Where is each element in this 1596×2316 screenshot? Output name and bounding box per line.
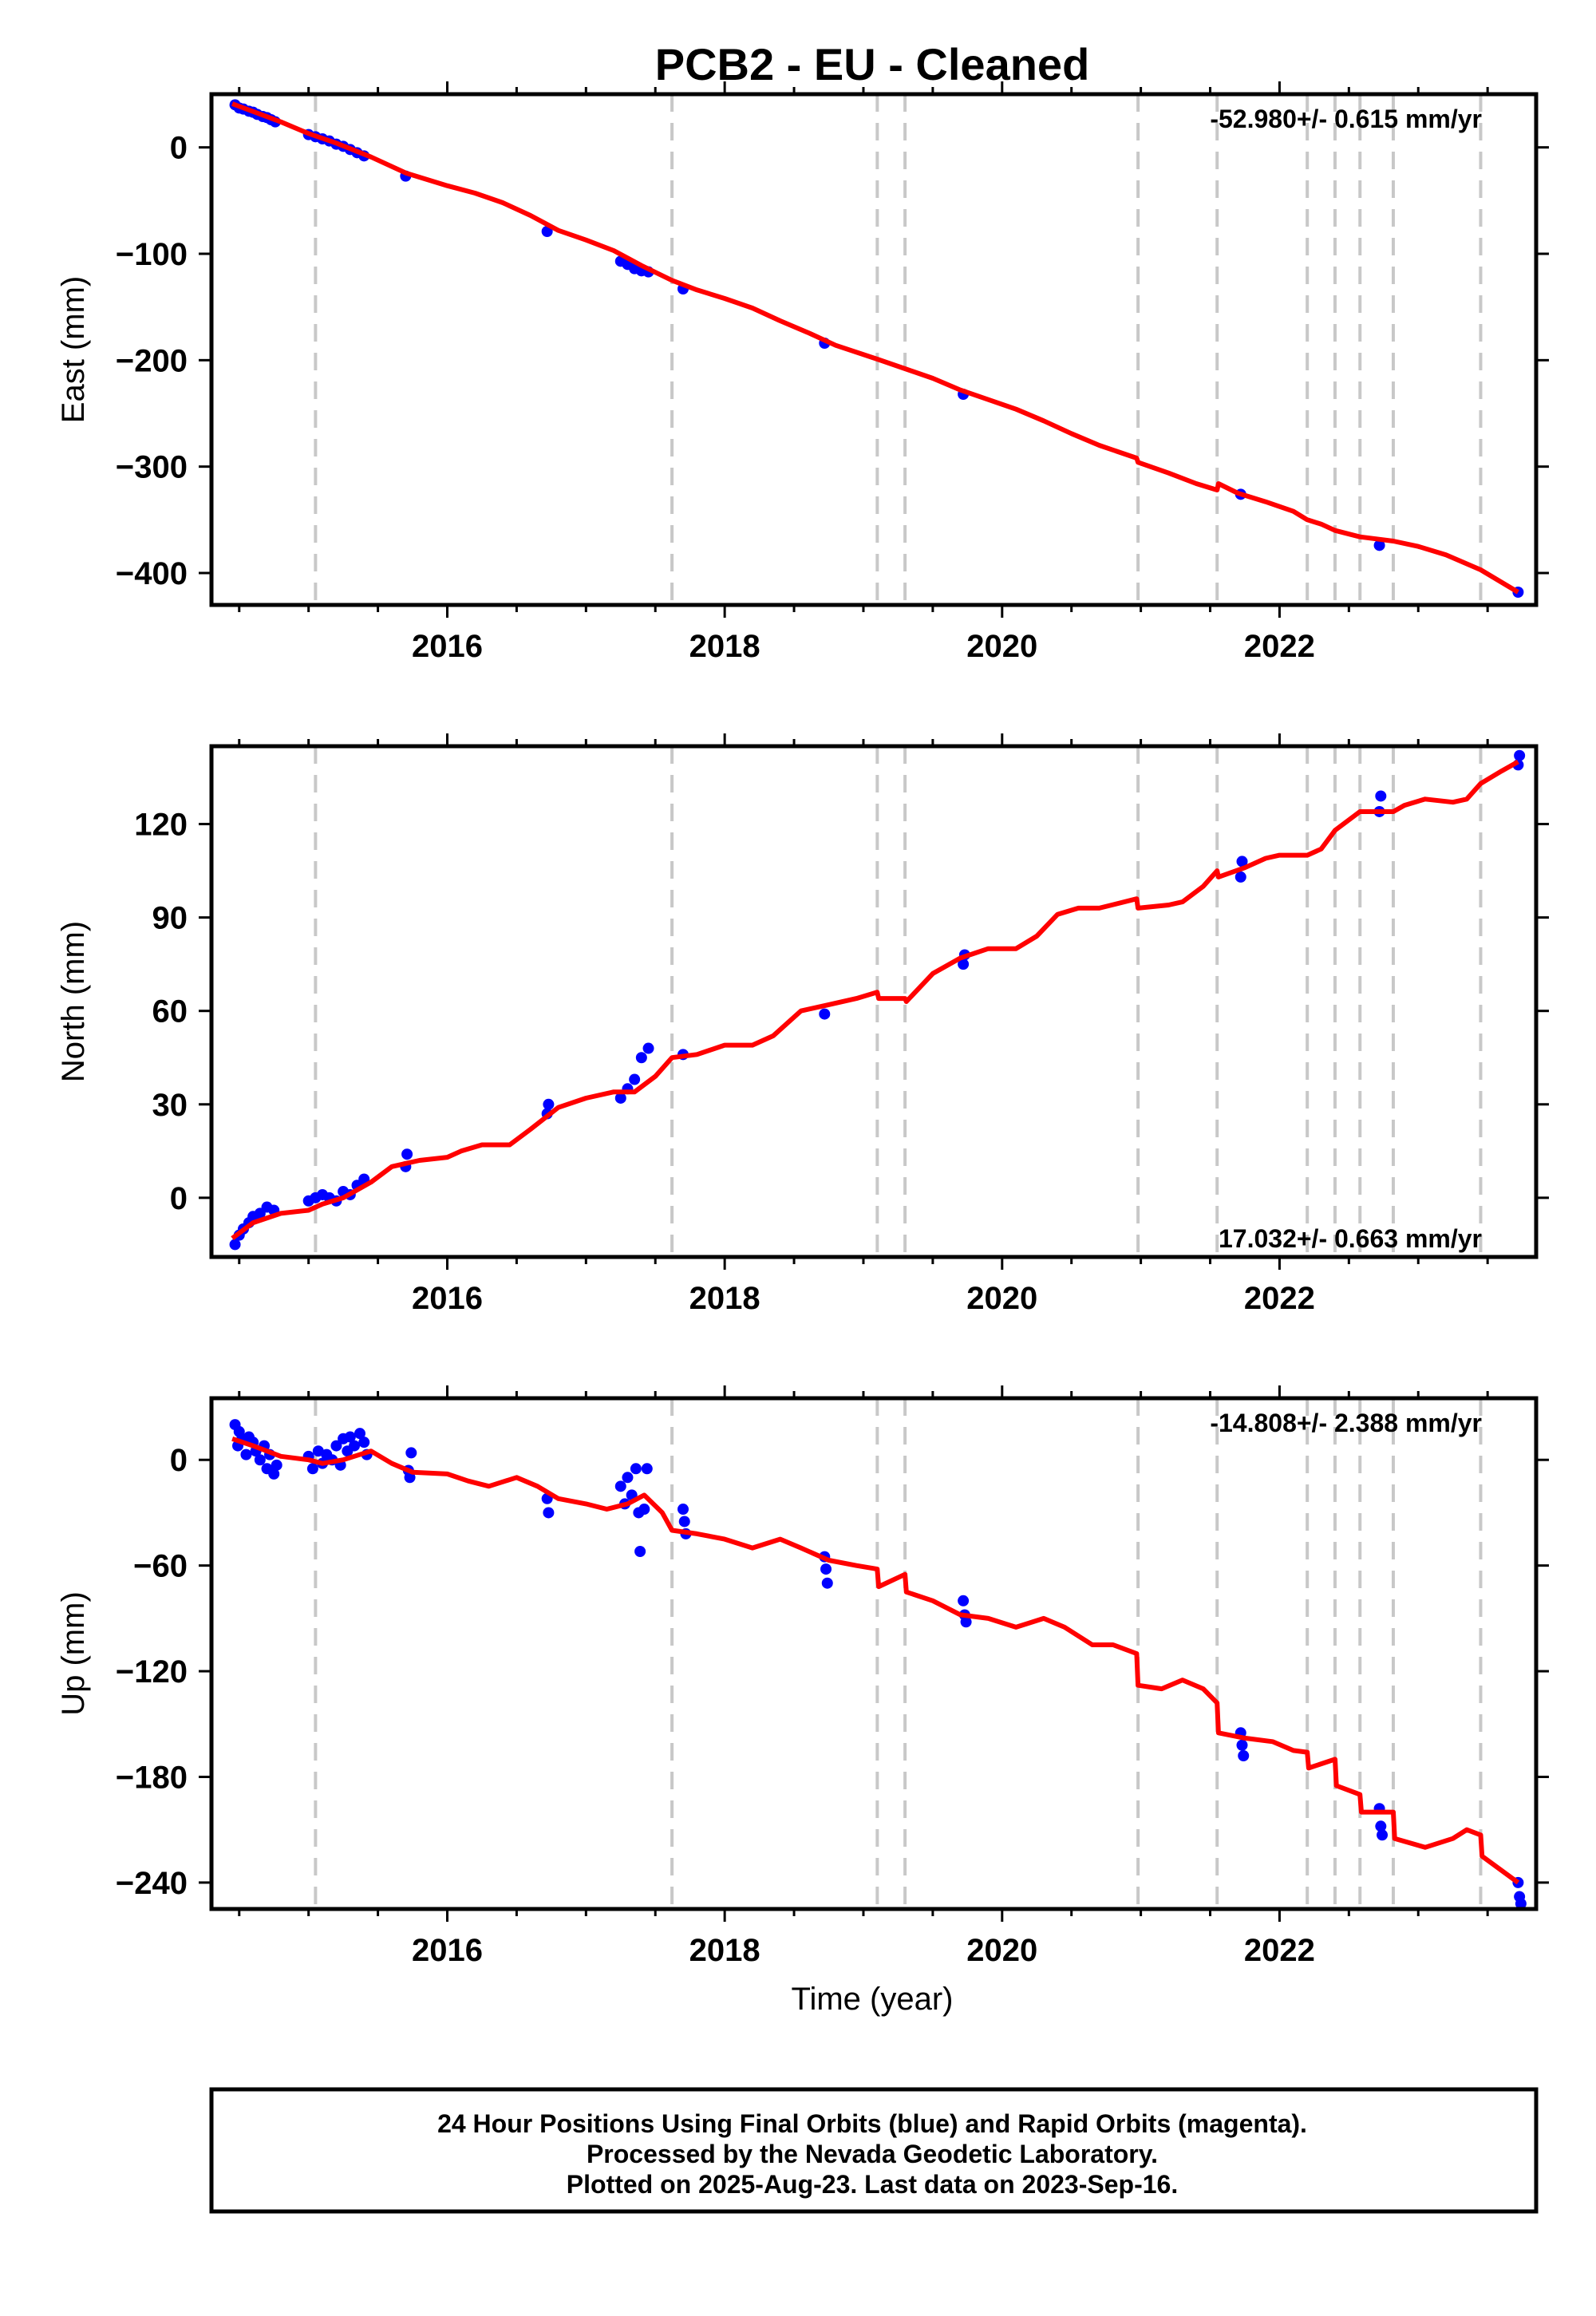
data-point-up-36: [622, 1472, 634, 1484]
data-point-up-30: [404, 1472, 416, 1484]
x-tick-label-north: 2020: [966, 1281, 1037, 1316]
x-tick-label-north: 2016: [412, 1281, 483, 1316]
y-axis-label-north: North (mm): [56, 921, 91, 1082]
plot-frame-up: [209, 1396, 1539, 1911]
data-point-north-25: [642, 1042, 654, 1054]
data-point-up-43: [677, 1504, 689, 1516]
figure-title: PCB2 - EU - Cleaned: [655, 39, 1090, 89]
data-point-up-57: [1377, 1829, 1389, 1841]
data-point-up-25: [349, 1440, 361, 1452]
data-point-up-56: [1375, 1820, 1387, 1832]
data-point-up-40: [634, 1546, 646, 1557]
y-tick-label-east: −300: [116, 450, 188, 485]
data-point-north-27: [819, 1008, 831, 1020]
y-tick-label-east: −100: [116, 237, 188, 272]
data-point-up-54: [1238, 1750, 1250, 1761]
footer-line-3: Plotted on 2025-Aug-23. Last data on 202…: [567, 2170, 1178, 2199]
data-point-up-4: [240, 1448, 252, 1460]
data-point-up-15: [306, 1463, 318, 1475]
data-point-north-23: [629, 1073, 641, 1085]
data-point-north-18: [401, 1148, 413, 1160]
data-point-north-35: [1514, 749, 1526, 761]
panels: 2016 2018 2020 2022 0 −100 −200 −300 −400 East (m…: [56, 81, 1549, 1968]
data-point-up-49: [958, 1595, 970, 1607]
x-tick-label-east: 2020: [966, 629, 1037, 664]
data-point-up-12: [268, 1468, 280, 1480]
data-point-up-38: [630, 1463, 642, 1475]
data-point-north-24: [635, 1052, 647, 1064]
data-point-east-20: [541, 226, 553, 237]
x-tick-label-up: 2020: [966, 1933, 1037, 1968]
panel-up: 2016 2018 2020 2022 0 −60 −120 −180 −240 Up (mm) -…: [56, 1385, 1549, 1968]
y-tick-label-north: 0: [170, 1181, 188, 1216]
y-tick-label-east: 0: [170, 131, 188, 166]
rate-label-up: -14.808+/- 2.388 mm/yr: [1210, 1409, 1482, 1437]
model-line-up: [231, 1436, 1520, 1885]
data-point-up-20: [330, 1440, 342, 1452]
y-tick-label-east: −200: [116, 343, 188, 378]
data-point-up-42: [641, 1463, 653, 1475]
x-tick-label-up: 2016: [412, 1933, 483, 1968]
data-point-north-0: [229, 1239, 241, 1251]
data-point-north-33: [1375, 790, 1387, 802]
x-tick-label-east: 2016: [412, 629, 483, 664]
data-point-east-30: [1373, 539, 1385, 551]
data-point-north-20: [543, 1098, 555, 1110]
y-tick-label-north: 60: [152, 994, 188, 1030]
x-tick-label-up: 2018: [689, 1933, 760, 1968]
x-tick-label-north: 2022: [1244, 1281, 1315, 1316]
x-tick-label-up: 2022: [1244, 1933, 1315, 1968]
x-tick-label-east: 2018: [689, 629, 760, 664]
plot-frame-north: [209, 744, 1539, 1259]
model-line-north: [231, 759, 1519, 1240]
data-point-up-13: [271, 1459, 282, 1471]
model-line-east: [231, 101, 1519, 595]
y-axis-label-east: East (mm): [56, 276, 91, 423]
panel-north: 2016 2018 2020 2022 0 30 60 90 120 North (mm) 17.0…: [56, 733, 1549, 1316]
y-tick-label-north: 30: [152, 1088, 188, 1123]
y-tick-label-up: −180: [116, 1760, 188, 1795]
data-point-up-24: [344, 1431, 356, 1443]
y-tick-label-north: 120: [134, 808, 188, 843]
data-point-north-31: [1236, 856, 1248, 868]
y-tick-label-east: −400: [116, 556, 188, 591]
data-point-up-26: [354, 1428, 365, 1440]
footer-line-2: Processed by the Nevada Geodetic Laborat…: [587, 2140, 1158, 2168]
footer-line-1: 24 Hour Positions Using Final Orbits (bl…: [437, 2109, 1307, 2138]
footer-box: [209, 2087, 1539, 2214]
data-point-up-31: [405, 1447, 417, 1459]
data-point-up-53: [1236, 1739, 1248, 1751]
data-point-north-21: [614, 1092, 626, 1104]
rate-label-east: -52.980+/- 0.615 mm/yr: [1210, 105, 1482, 133]
data-point-up-44: [678, 1516, 690, 1528]
x-tick-label-east: 2022: [1244, 629, 1315, 664]
x-axis-label: Time (year): [792, 1982, 954, 2017]
data-point-up-27: [358, 1437, 370, 1448]
data-point-north-28: [958, 958, 970, 970]
y-tick-label-up: −120: [116, 1654, 188, 1690]
y-tick-label-north: 90: [152, 901, 188, 936]
y-tick-label-up: −240: [116, 1866, 188, 1901]
y-tick-label-up: 0: [170, 1443, 188, 1478]
y-axis-label-up: Up (mm): [56, 1591, 91, 1716]
data-point-up-33: [543, 1507, 555, 1519]
data-point-up-51: [960, 1616, 972, 1628]
rate-label-north: 17.032+/- 0.663 mm/yr: [1219, 1224, 1482, 1253]
data-point-up-60: [1515, 1898, 1527, 1910]
data-point-north-30: [1235, 871, 1246, 883]
y-tick-label-up: −60: [133, 1549, 188, 1584]
data-point-up-34: [614, 1480, 626, 1492]
data-point-up-8: [254, 1454, 266, 1466]
x-tick-label-north: 2018: [689, 1281, 760, 1316]
data-point-up-41: [638, 1504, 650, 1516]
plot-frame-east: [209, 92, 1539, 607]
panel-east: 2016 2018 2020 2022 0 −100 −200 −300 −400 East (m…: [56, 81, 1549, 664]
data-point-up-47: [820, 1563, 832, 1575]
data-point-up-48: [821, 1577, 833, 1589]
